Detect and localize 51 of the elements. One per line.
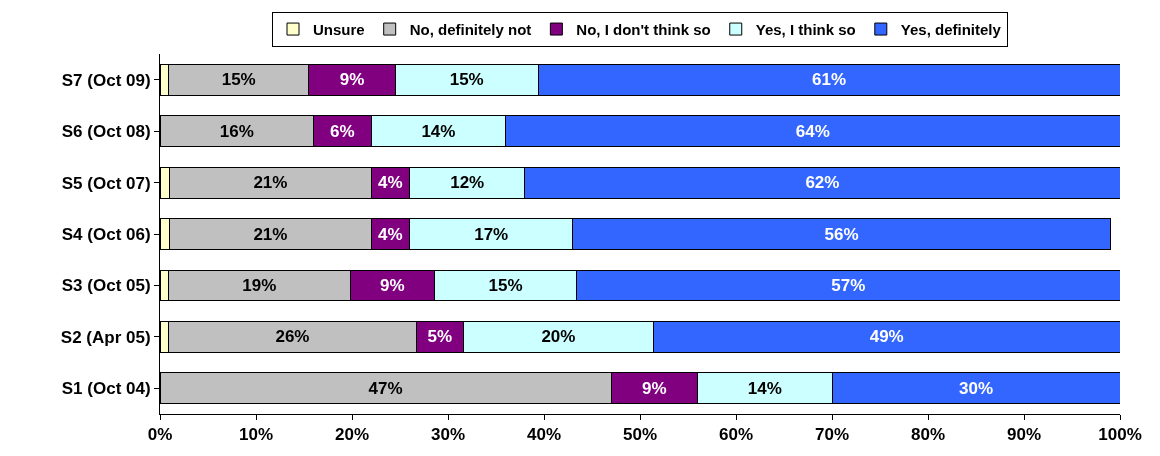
data-label: 61% xyxy=(812,70,847,90)
data-label: 21% xyxy=(253,173,288,193)
x-tick-label: 80% xyxy=(910,425,946,445)
y-tick-label: S2 (Apr 05) xyxy=(60,327,151,347)
data-label: 6% xyxy=(330,121,355,141)
data-label: 30% xyxy=(958,378,994,398)
x-tick-label: 20% xyxy=(334,425,370,445)
legend-label: No, I don't think so xyxy=(576,20,711,38)
y-tick-label: S3 (Oct 05) xyxy=(61,276,151,296)
data-label: 62% xyxy=(805,173,840,193)
data-label: 12% xyxy=(450,173,485,193)
y-tick-label: S1 (Oct 04) xyxy=(61,379,151,399)
data-label: 17% xyxy=(474,224,509,244)
data-label: 20% xyxy=(541,327,576,347)
data-label: 4% xyxy=(378,173,403,193)
data-label: 15% xyxy=(449,70,484,90)
data-label: 4% xyxy=(378,224,403,244)
data-label: 19% xyxy=(242,275,277,295)
legend-label: Unsure xyxy=(313,20,365,38)
x-tick-label: 30% xyxy=(430,425,466,445)
y-tick-label: S4 (Oct 06) xyxy=(61,224,151,244)
x-tick-label: 60% xyxy=(718,425,754,445)
data-label: 21% xyxy=(253,224,288,244)
x-tick-label: 40% xyxy=(526,425,562,445)
data-label: 47% xyxy=(368,378,403,398)
y-tick-label: S7 (Oct 09) xyxy=(61,70,151,90)
x-tick-label: 70% xyxy=(814,425,850,445)
y-tick-label: S5 (Oct 07) xyxy=(61,173,151,193)
x-tick-label: 0% xyxy=(147,425,173,445)
x-tick-label: 10% xyxy=(238,425,274,445)
data-label: 49% xyxy=(869,327,904,347)
data-label: 14% xyxy=(421,121,456,141)
x-tick-label: 50% xyxy=(622,425,658,445)
legend-label: Yes, I think so xyxy=(755,20,856,38)
x-tick-label: 100% xyxy=(1098,425,1142,445)
data-label: 9% xyxy=(380,275,405,295)
data-label: 64% xyxy=(795,121,830,141)
data-label: 9% xyxy=(642,378,667,398)
data-label: 56% xyxy=(824,224,859,244)
data-label: 26% xyxy=(275,327,310,347)
data-label: 5% xyxy=(427,327,453,347)
legend-label: No, definitely not xyxy=(409,20,532,38)
legend-label: Yes, definitely xyxy=(900,20,1002,38)
x-tick-label: 90% xyxy=(1006,425,1042,445)
y-tick-label: S6 (Oct 08) xyxy=(61,122,151,142)
data-label: 9% xyxy=(339,70,365,90)
data-label: 15% xyxy=(221,70,256,90)
data-label: 14% xyxy=(747,378,782,398)
data-label: 16% xyxy=(219,121,254,141)
data-label: 15% xyxy=(488,275,523,295)
data-label: 57% xyxy=(831,275,866,295)
